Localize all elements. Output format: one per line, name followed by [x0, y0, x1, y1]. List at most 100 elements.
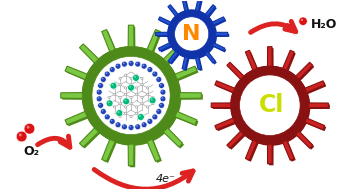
Circle shape — [108, 96, 110, 99]
Circle shape — [137, 114, 144, 120]
Text: 4e⁻: 4e⁻ — [155, 174, 175, 184]
Circle shape — [98, 83, 103, 88]
Circle shape — [98, 102, 103, 108]
Circle shape — [160, 96, 166, 102]
Circle shape — [100, 77, 106, 82]
Circle shape — [152, 71, 158, 77]
Circle shape — [135, 124, 140, 130]
Circle shape — [106, 72, 107, 74]
Circle shape — [124, 112, 127, 115]
Text: O₂: O₂ — [23, 145, 40, 158]
Circle shape — [104, 71, 110, 77]
Circle shape — [293, 31, 298, 35]
Circle shape — [158, 102, 164, 108]
Circle shape — [92, 56, 170, 135]
Circle shape — [124, 74, 127, 76]
Polygon shape — [213, 48, 330, 165]
Circle shape — [285, 25, 288, 27]
Circle shape — [157, 78, 159, 79]
Circle shape — [102, 110, 103, 112]
Circle shape — [113, 93, 116, 95]
Circle shape — [16, 131, 27, 142]
Circle shape — [146, 106, 149, 108]
Circle shape — [136, 74, 138, 76]
Circle shape — [156, 108, 162, 114]
Circle shape — [283, 23, 292, 31]
Polygon shape — [211, 47, 328, 164]
Circle shape — [156, 77, 162, 82]
Circle shape — [157, 110, 159, 112]
Polygon shape — [62, 27, 203, 167]
Circle shape — [141, 77, 143, 80]
Circle shape — [128, 84, 134, 91]
Circle shape — [128, 60, 134, 66]
Circle shape — [146, 87, 149, 89]
Circle shape — [130, 77, 132, 80]
Circle shape — [152, 103, 154, 105]
Circle shape — [147, 119, 153, 124]
Circle shape — [160, 84, 162, 85]
Circle shape — [141, 84, 143, 86]
Circle shape — [240, 75, 300, 136]
Circle shape — [111, 68, 112, 70]
Circle shape — [119, 103, 121, 105]
Circle shape — [115, 122, 121, 128]
Circle shape — [299, 17, 307, 25]
Text: N: N — [183, 24, 201, 44]
Circle shape — [130, 126, 131, 127]
Polygon shape — [156, 0, 228, 70]
Circle shape — [118, 111, 119, 113]
Circle shape — [136, 125, 138, 127]
Circle shape — [130, 84, 132, 86]
Circle shape — [98, 97, 99, 99]
Circle shape — [119, 96, 121, 99]
Circle shape — [82, 47, 180, 144]
Circle shape — [168, 10, 216, 58]
Circle shape — [124, 99, 126, 101]
Circle shape — [113, 87, 116, 89]
Circle shape — [19, 133, 22, 136]
Circle shape — [294, 32, 295, 33]
Circle shape — [108, 101, 110, 103]
Text: H₂O: H₂O — [311, 18, 338, 31]
Circle shape — [139, 115, 141, 117]
Circle shape — [111, 120, 112, 121]
Circle shape — [119, 84, 121, 86]
Circle shape — [96, 96, 102, 102]
Circle shape — [24, 123, 35, 134]
Circle shape — [136, 87, 138, 89]
Circle shape — [135, 61, 140, 67]
Circle shape — [130, 115, 132, 118]
Circle shape — [134, 76, 136, 78]
Circle shape — [119, 77, 121, 80]
Circle shape — [99, 84, 101, 85]
Circle shape — [158, 83, 164, 88]
Circle shape — [149, 97, 156, 104]
Circle shape — [146, 93, 149, 95]
Circle shape — [160, 89, 166, 95]
Circle shape — [121, 124, 127, 130]
Circle shape — [116, 123, 118, 125]
Circle shape — [160, 104, 162, 105]
Circle shape — [128, 125, 134, 130]
Circle shape — [96, 89, 102, 95]
Circle shape — [112, 84, 114, 86]
Circle shape — [113, 106, 116, 108]
Circle shape — [102, 78, 103, 79]
Circle shape — [109, 119, 115, 124]
Circle shape — [153, 115, 155, 117]
Circle shape — [130, 62, 131, 63]
Circle shape — [121, 61, 127, 67]
Circle shape — [115, 63, 121, 69]
Circle shape — [132, 74, 139, 81]
Circle shape — [147, 67, 153, 73]
Circle shape — [130, 96, 132, 99]
Circle shape — [161, 90, 163, 92]
Circle shape — [148, 68, 150, 70]
Circle shape — [148, 120, 150, 121]
Circle shape — [136, 112, 138, 115]
Circle shape — [98, 90, 99, 92]
Circle shape — [301, 19, 303, 21]
Circle shape — [143, 123, 144, 125]
Circle shape — [136, 62, 138, 64]
